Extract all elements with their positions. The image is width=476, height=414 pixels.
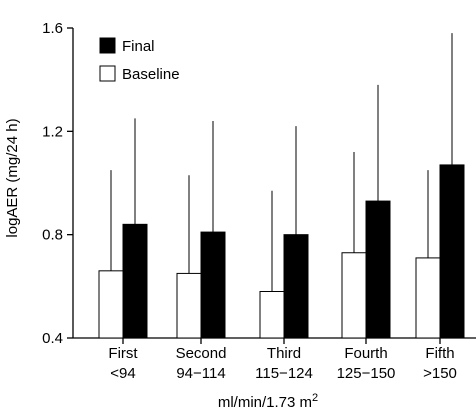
x-category-range-label: 125−150 <box>337 365 396 382</box>
baseline-bar <box>176 272 202 339</box>
y-tick-label: 0.8 <box>42 227 63 244</box>
baseline-legend-label: Baseline <box>122 66 180 83</box>
baseline-bar <box>415 257 441 339</box>
final-bar <box>365 200 391 339</box>
y-tick-label: 1.2 <box>42 123 63 140</box>
x-category-range-label: 94−114 <box>176 365 225 382</box>
chart-bars <box>98 33 465 339</box>
x-axis-title-main: ml/min/1.73 m <box>218 394 312 411</box>
x-axis-title: ml/min/1.73 m2 <box>218 392 318 411</box>
baseline-bar <box>259 291 285 339</box>
final-bar <box>283 234 309 339</box>
x-category-label: Fifth <box>425 345 454 362</box>
x-category-label: Third <box>267 345 301 362</box>
x-category-label: Fourth <box>344 345 387 362</box>
x-category-label: First <box>108 345 138 362</box>
y-tick-label: 1.6 <box>42 20 63 37</box>
y-axis-title: logAER (mg/24 h) <box>4 118 21 237</box>
baseline-bar <box>341 252 367 339</box>
baseline-bar <box>98 270 124 339</box>
final-legend-label: Final <box>122 38 155 55</box>
baseline-legend-swatch <box>99 65 116 82</box>
final-bar <box>200 231 226 339</box>
x-axis-title-superscript: 2 <box>312 392 318 404</box>
y-tick-label: 0.4 <box>42 330 63 347</box>
final-bar <box>439 164 465 339</box>
x-category-range-label: 115−124 <box>255 365 313 382</box>
x-category-range-label: >150 <box>423 365 457 382</box>
final-bar <box>122 223 148 339</box>
x-category-range-label: <94 <box>110 365 135 382</box>
chart-legend: Final Baseline <box>99 37 180 83</box>
final-legend-swatch <box>99 37 116 54</box>
chart-axes: 0.4 0.8 1.2 1.6 First <94 Second 94−114 Third 115… <box>42 20 476 382</box>
x-category-label: Second <box>176 345 227 362</box>
